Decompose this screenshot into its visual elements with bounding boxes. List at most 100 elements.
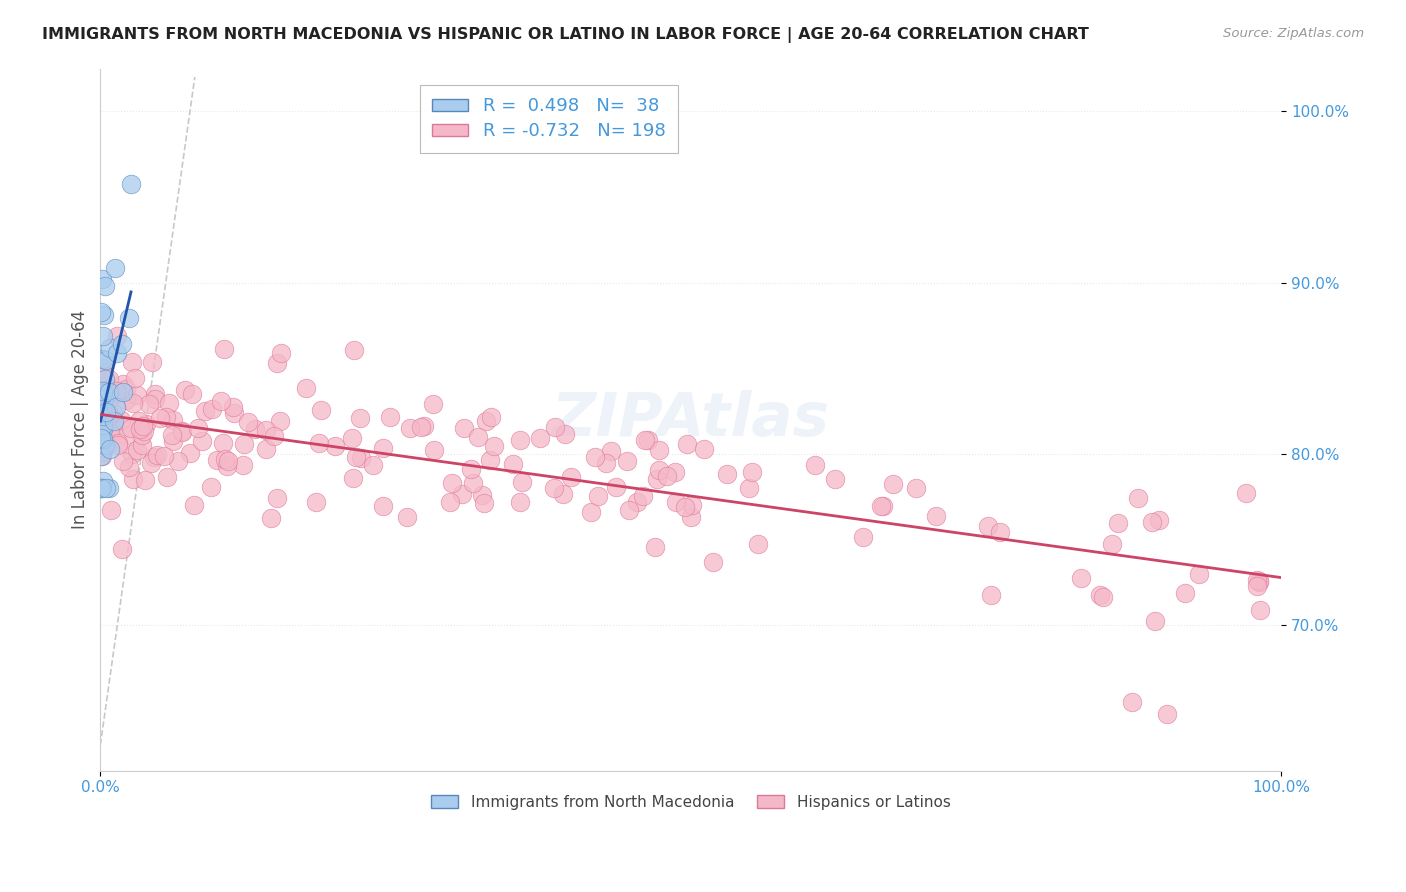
Point xyxy=(305,495,328,509)
Point xyxy=(91,409,114,423)
Point xyxy=(205,453,228,467)
Point xyxy=(122,473,145,487)
Point xyxy=(617,503,640,517)
Point xyxy=(342,343,364,357)
Point xyxy=(141,355,163,369)
Point xyxy=(118,459,141,474)
Point xyxy=(110,413,132,427)
Point xyxy=(179,446,201,460)
Point xyxy=(103,406,125,420)
Point xyxy=(212,342,235,356)
Point xyxy=(97,481,120,495)
Point xyxy=(509,433,531,447)
Point xyxy=(200,401,222,416)
Point xyxy=(209,393,232,408)
Point xyxy=(138,397,160,411)
Point xyxy=(190,434,212,448)
Point xyxy=(124,371,146,385)
Point xyxy=(295,381,318,395)
Point xyxy=(904,481,927,495)
Point xyxy=(342,471,364,485)
Point xyxy=(97,403,120,417)
Text: Source: ZipAtlas.com: Source: ZipAtlas.com xyxy=(1223,27,1364,40)
Point xyxy=(395,510,418,524)
Point xyxy=(91,481,114,495)
Point xyxy=(269,414,291,428)
Point xyxy=(554,427,576,442)
Point xyxy=(1088,588,1111,602)
Point xyxy=(308,436,330,450)
Point xyxy=(172,425,194,440)
Point xyxy=(676,436,699,450)
Point xyxy=(162,412,184,426)
Text: IMMIGRANTS FROM NORTH MACEDONIA VS HISPANIC OR LATINO IN LABOR FORCE | AGE 20-64: IMMIGRANTS FROM NORTH MACEDONIA VS HISPA… xyxy=(42,27,1090,43)
Point xyxy=(510,475,533,490)
Point xyxy=(93,371,115,385)
Point xyxy=(716,467,738,482)
Point xyxy=(105,386,128,401)
Point xyxy=(236,415,259,429)
Point xyxy=(98,442,121,457)
Point xyxy=(135,417,157,431)
Point xyxy=(96,352,118,367)
Point xyxy=(162,434,184,448)
Point xyxy=(128,422,150,436)
Point xyxy=(120,178,142,192)
Point xyxy=(1249,603,1271,617)
Point xyxy=(342,431,364,445)
Point xyxy=(544,420,567,434)
Point xyxy=(214,451,236,466)
Point xyxy=(600,443,623,458)
Point xyxy=(371,441,394,455)
Point xyxy=(100,503,122,517)
Point xyxy=(648,463,671,477)
Point xyxy=(127,442,149,457)
Point xyxy=(224,406,246,420)
Point xyxy=(93,376,115,391)
Point xyxy=(479,410,502,425)
Point xyxy=(105,346,128,360)
Point xyxy=(183,498,205,512)
Point xyxy=(181,387,204,401)
Point xyxy=(543,482,565,496)
Point xyxy=(149,410,172,425)
Point xyxy=(1234,486,1257,500)
Point xyxy=(217,454,239,468)
Point xyxy=(411,420,433,434)
Point xyxy=(422,397,444,411)
Point xyxy=(583,450,606,464)
Point xyxy=(475,414,498,428)
Point xyxy=(89,481,111,495)
Point xyxy=(96,416,118,430)
Point xyxy=(1174,586,1197,600)
Point xyxy=(1156,707,1178,722)
Point xyxy=(263,429,285,443)
Point xyxy=(977,519,1000,533)
Point xyxy=(111,542,134,557)
Point xyxy=(467,430,489,444)
Point xyxy=(115,393,138,408)
Point xyxy=(103,419,125,434)
Point xyxy=(114,383,136,397)
Point xyxy=(134,473,156,487)
Point xyxy=(1246,573,1268,587)
Text: ZIPAtlas: ZIPAtlas xyxy=(551,390,830,449)
Point xyxy=(91,474,114,488)
Point xyxy=(1070,571,1092,585)
Point xyxy=(131,438,153,452)
Point xyxy=(167,453,190,467)
Point xyxy=(91,449,114,463)
Point xyxy=(132,424,155,438)
Point xyxy=(738,481,761,495)
Point xyxy=(160,428,183,442)
Point xyxy=(644,540,666,554)
Point xyxy=(461,475,484,490)
Point xyxy=(155,410,177,425)
Point xyxy=(91,422,114,436)
Point xyxy=(616,454,638,468)
Point xyxy=(94,481,117,495)
Point xyxy=(91,386,114,401)
Point xyxy=(645,472,668,486)
Point xyxy=(103,414,125,428)
Point xyxy=(870,499,893,513)
